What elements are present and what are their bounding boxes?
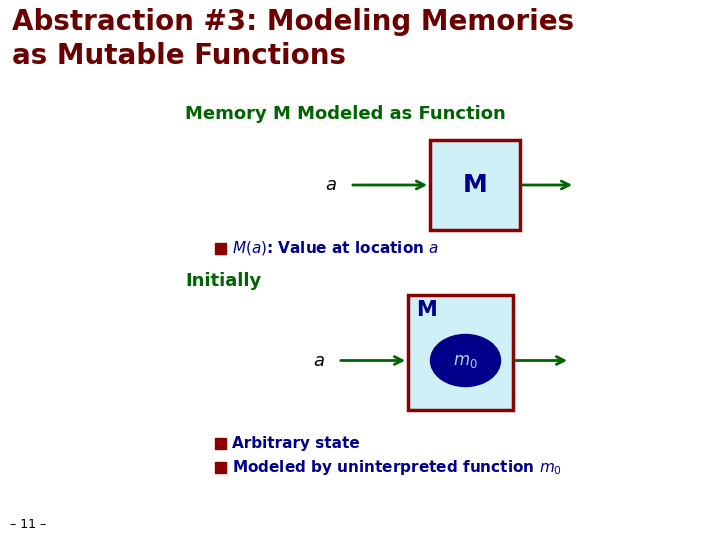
Text: Arbitrary state: Arbitrary state xyxy=(232,436,360,451)
Text: M: M xyxy=(462,173,487,197)
Text: Modeled by uninterpreted function $m_0$: Modeled by uninterpreted function $m_0$ xyxy=(232,458,562,477)
Text: Initially: Initially xyxy=(185,272,261,290)
Text: Abstraction #3: Modeling Memories
as Mutable Functions: Abstraction #3: Modeling Memories as Mut… xyxy=(12,8,574,70)
Bar xyxy=(215,438,226,449)
Text: $a$: $a$ xyxy=(313,351,325,370)
Ellipse shape xyxy=(431,335,500,386)
Text: M: M xyxy=(416,300,436,320)
Bar xyxy=(430,140,520,230)
Text: $a$: $a$ xyxy=(325,176,337,194)
Text: – 11 –: – 11 – xyxy=(10,519,46,531)
Bar xyxy=(215,462,226,473)
Text: $\mathit{M}(\mathit{a})$: Value at location $\mathit{a}$: $\mathit{M}(\mathit{a})$: Value at locat… xyxy=(232,239,439,257)
Bar xyxy=(408,295,513,410)
Text: $m_0$: $m_0$ xyxy=(453,351,478,370)
Bar xyxy=(215,243,226,253)
Text: Memory M Modeled as Function: Memory M Modeled as Function xyxy=(185,105,505,123)
